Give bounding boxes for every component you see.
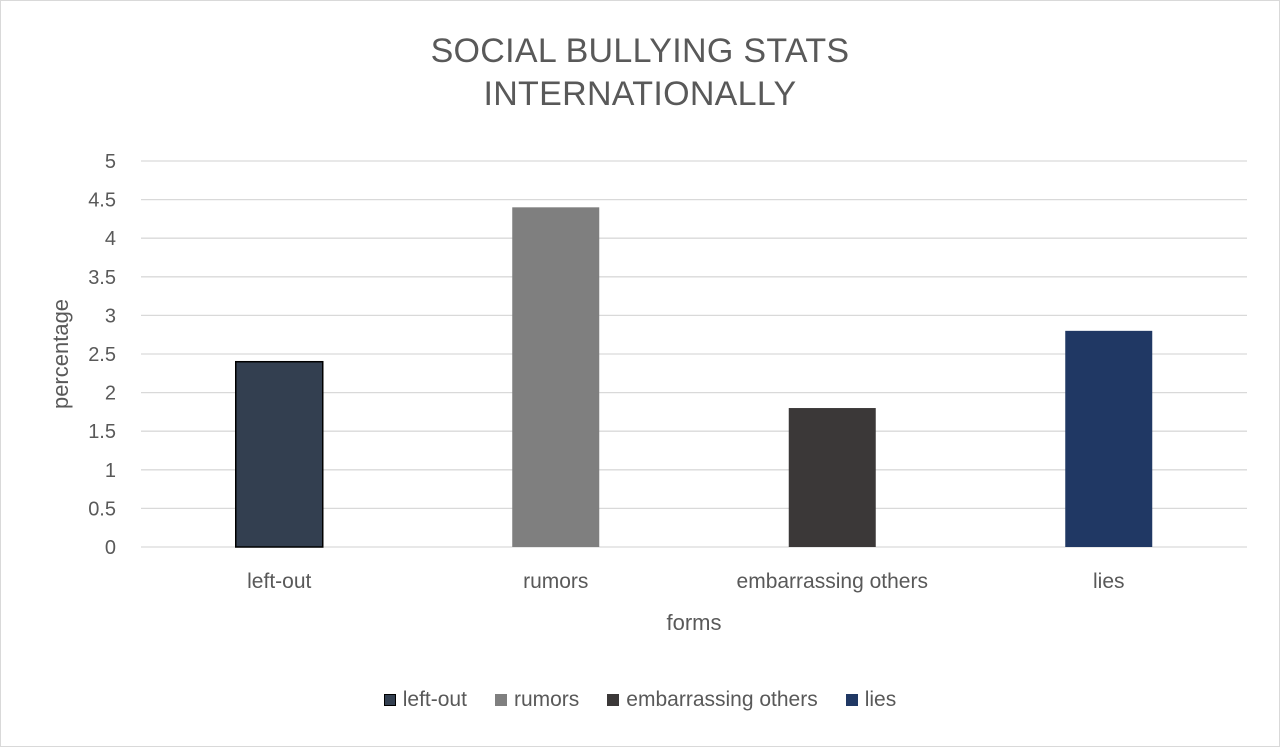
legend-label-lies: lies: [864, 688, 897, 711]
legend-swatch-embarrassing-others: [607, 694, 620, 706]
x-tick-label: embarrassing others: [737, 570, 928, 593]
chart-title-line-2: INTERNATIONALLY: [483, 75, 797, 113]
y-tick-label: 1: [105, 460, 116, 482]
bar-rumors: [512, 207, 600, 547]
legend-item-embarrassing-others: embarrassing others: [607, 688, 818, 712]
y-tick-label: 0.5: [88, 498, 116, 520]
chart-title-line-1: SOCIAL BULLYING STATS: [430, 32, 850, 70]
legend-item-rumors: rumors: [494, 688, 580, 712]
bar-lies: [1065, 330, 1153, 547]
legend-label-embarrassing-others: embarrassing others: [626, 688, 818, 711]
y-axis-label: percentage: [48, 298, 73, 410]
chart-title: SOCIAL BULLYING STATS INTERNATIONALLY: [0, 30, 1280, 116]
y-tick-label: 4: [105, 228, 116, 250]
y-tick-label: 3: [105, 305, 116, 327]
legend-swatch-rumors: [494, 694, 507, 706]
x-tick-label: left-out: [247, 570, 311, 593]
y-tick-label: 2.5: [88, 344, 116, 366]
x-tick-label: rumors: [523, 570, 588, 593]
x-axis-label: forms: [666, 610, 722, 635]
legend-label-left-out: left-out: [402, 688, 467, 711]
y-tick-label: 5: [105, 151, 116, 173]
legend-label-rumors: rumors: [513, 688, 580, 711]
legend: left-out rumors embarrassing others lies: [0, 688, 1280, 712]
legend-swatch-left-out: [383, 694, 396, 706]
legend-swatch-lies: [845, 694, 858, 706]
y-tick-label: 1.5: [88, 421, 116, 443]
bar-embarrassing-others: [788, 408, 876, 547]
legend-item-lies: lies: [845, 688, 897, 712]
bar-left-out: [235, 360, 324, 548]
x-tick-label: lies: [1093, 570, 1125, 593]
legend-item-left-out: left-out: [383, 688, 467, 712]
y-tick-label: 0: [105, 537, 116, 559]
y-tick-label: 3.5: [88, 267, 116, 289]
y-tick-label: 4.5: [88, 190, 116, 212]
y-tick-label: 2: [105, 383, 116, 405]
